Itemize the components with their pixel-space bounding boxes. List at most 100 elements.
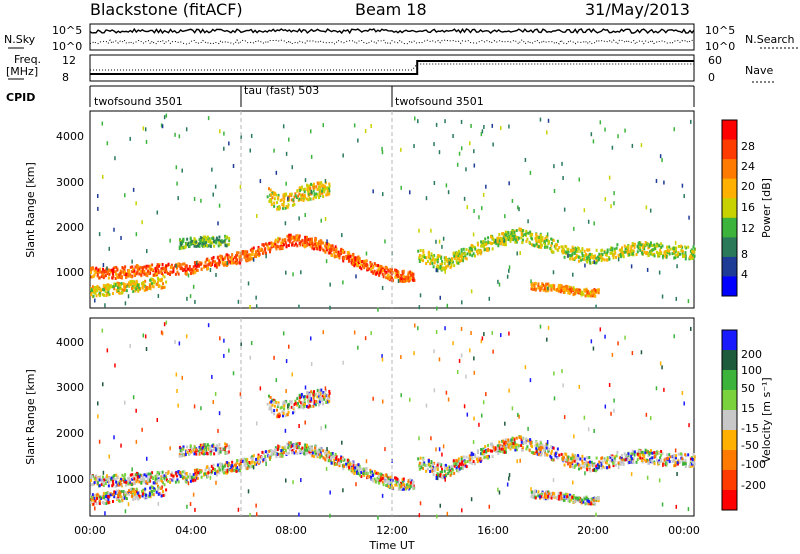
power-scatter-cell [630, 264, 633, 269]
power-cell [520, 236, 523, 240]
velocity-cell [294, 450, 297, 454]
velocity-cell [623, 452, 626, 456]
power-cell [178, 245, 181, 249]
power-cell [570, 254, 573, 258]
power-cell [121, 265, 124, 269]
velocity-cell [394, 483, 397, 487]
cpid-segment-1: twofsound 3501 [94, 95, 183, 108]
velocity-cell [233, 463, 236, 467]
power-cell [207, 244, 210, 248]
velocity-cell [693, 455, 696, 459]
power-cell [401, 272, 404, 276]
power-scatter-cell [604, 127, 606, 132]
velocity-cell [445, 473, 448, 477]
velocity-cell [384, 473, 387, 477]
velocity-cell [519, 435, 522, 439]
power-cell [543, 245, 546, 249]
velocity-cell [144, 480, 147, 484]
velocity-cell [621, 458, 624, 462]
power-cell [636, 250, 639, 254]
power-cell [666, 245, 669, 249]
velocity-cell [143, 477, 146, 481]
velocity-cell [621, 454, 624, 458]
velocity-cell [210, 470, 213, 474]
velocity-cell [270, 407, 273, 411]
power-cell [225, 263, 228, 267]
power-cell [279, 199, 282, 203]
velocity-cell [214, 470, 217, 474]
power-cell [539, 246, 542, 250]
power-cell [514, 240, 517, 244]
velocity-cell [511, 441, 514, 445]
velocity-cell [497, 451, 500, 455]
power-cell [141, 270, 144, 274]
power-cell [554, 244, 557, 248]
power-scatter-cell [446, 303, 449, 308]
power-ytick-3000: 3000 [56, 176, 84, 189]
velocity-cell [132, 489, 135, 493]
velocity-cell [299, 447, 302, 451]
power-cell [460, 258, 463, 262]
velocity-cell [508, 443, 511, 447]
velocity-cell [515, 436, 518, 440]
velocity-cell [610, 453, 613, 457]
velocity-cell [334, 452, 337, 456]
power-cell [325, 241, 328, 245]
power-cell [328, 251, 331, 255]
power-cell [587, 253, 590, 257]
velocity-cell [666, 456, 669, 460]
power-cell [551, 250, 554, 254]
velocity-cell [606, 466, 609, 470]
power-cell [481, 241, 484, 245]
velocity-cell [111, 499, 114, 503]
power-cell [185, 272, 188, 276]
power-cell [378, 271, 381, 275]
power-cell [306, 188, 309, 192]
velocity-cell [148, 491, 151, 495]
velocity-cell [561, 457, 564, 461]
velocity-cell [327, 394, 330, 398]
power-cell [210, 257, 213, 261]
velocity-cell [397, 482, 400, 486]
power-cell [340, 249, 343, 253]
power-cell [136, 270, 139, 274]
velocity-cell [457, 462, 460, 466]
velocity-cell [244, 458, 247, 462]
velocity-cell [151, 475, 154, 479]
power-cell [190, 239, 193, 243]
power-cell [660, 251, 663, 255]
power-cell [418, 256, 421, 260]
velocity-cell [633, 450, 636, 454]
power-cell [225, 235, 228, 239]
velocity-cell [133, 481, 136, 485]
power-cell [421, 254, 424, 258]
power-cell [332, 247, 335, 251]
velocity-cell [600, 466, 603, 470]
power-scatter-cell [165, 113, 168, 118]
power-cell [529, 232, 532, 236]
power-cell [369, 262, 372, 266]
velocity-cell [205, 451, 208, 455]
velocity-cell [284, 445, 287, 449]
velocity-cell [214, 467, 217, 471]
power-scatter-cell [425, 196, 428, 201]
power-cell [138, 283, 141, 287]
velocity-cell [394, 479, 397, 483]
power-cell [151, 263, 154, 267]
power-cell [608, 255, 611, 259]
velocity-cell [188, 452, 191, 456]
power-cell [280, 245, 283, 249]
velocity-cell [141, 489, 144, 493]
power-cell [262, 250, 265, 254]
cpid-segment-2: tau (fast) 503 [244, 84, 319, 97]
power-cell [303, 244, 306, 248]
velocity-cell [348, 466, 351, 470]
power-cell [95, 266, 98, 270]
velocity-cell [567, 455, 570, 459]
velocity-cell [608, 465, 611, 469]
velocity-cell [181, 470, 184, 474]
velocity-cell [326, 449, 329, 453]
velocity-cell [282, 407, 285, 411]
power-cell [209, 240, 212, 244]
power-cell [287, 203, 290, 207]
